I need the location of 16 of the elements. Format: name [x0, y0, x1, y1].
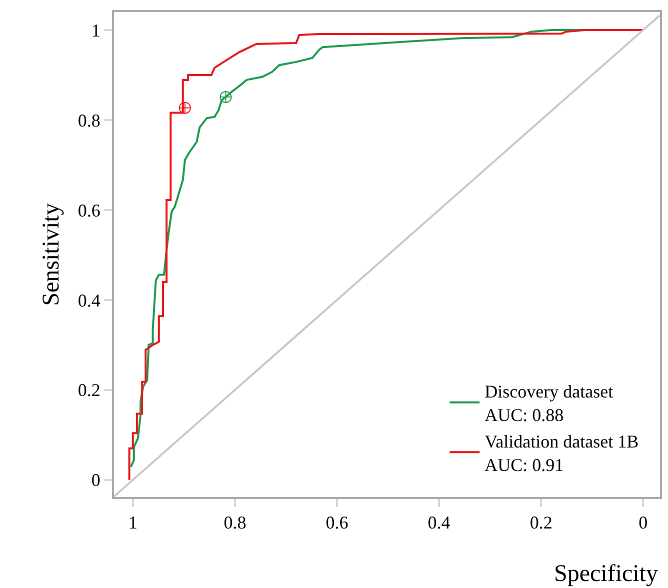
- x-axis-title: Specificity: [554, 561, 658, 587]
- x-tick-label: 0: [638, 512, 648, 533]
- legend-label: Discovery dataset AUC: 0.88: [484, 382, 614, 426]
- legend-label: Validation dataset 1B AUC: 0.91: [484, 431, 639, 475]
- x-tick-label: 0.2: [530, 512, 552, 533]
- y-tick-label: 0: [91, 470, 100, 490]
- x-tick-label: 0.6: [326, 512, 348, 533]
- y-tick-label: 0.4: [78, 290, 100, 310]
- y-tick-label: 0.2: [78, 380, 100, 400]
- x-tick-label: 0.4: [428, 512, 450, 533]
- x-tick-label: 1: [128, 512, 138, 533]
- y-tick-label: 0.8: [78, 110, 100, 130]
- y-tick-label: 1: [91, 20, 100, 40]
- y-tick-label: 0.6: [78, 200, 100, 220]
- x-tick-label: 0.8: [224, 512, 246, 533]
- y-axis-title: Sensitivity: [38, 203, 64, 306]
